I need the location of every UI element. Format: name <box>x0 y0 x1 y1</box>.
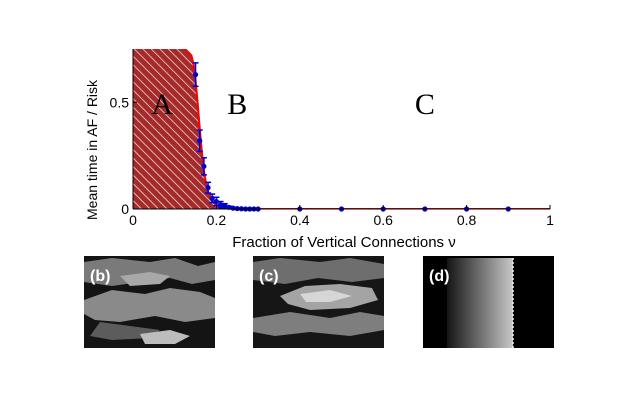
panel-b-label: (b) <box>90 268 110 285</box>
x-tick-label: 0 <box>129 212 137 228</box>
data-point <box>197 138 203 144</box>
y-axis-label-clip: Mean time in AF / Risk <box>84 79 100 220</box>
panel-d: (d) <box>423 256 554 348</box>
x-tick-label: 0.6 <box>373 212 393 228</box>
data-point <box>201 163 207 169</box>
x-tick-label: 0.8 <box>457 212 477 228</box>
region-label-a: A <box>151 88 173 121</box>
y-axis-label: Mean time in AF / Risk <box>84 79 100 220</box>
data-point <box>222 203 228 209</box>
region-label-c: C <box>415 88 435 121</box>
x-tick-label: 0.4 <box>290 212 310 228</box>
y-tick-label: 0.5 <box>110 94 130 110</box>
x-tick-label: 0.2 <box>207 212 227 228</box>
theory-curve <box>183 49 550 209</box>
data-point <box>192 72 199 78</box>
region-label-b: B <box>227 88 247 121</box>
data-point <box>213 198 219 205</box>
panel-c: (c) <box>253 256 384 348</box>
panel-b: (b) <box>84 256 215 348</box>
panel-c-label: (c) <box>259 268 279 285</box>
y-ticks: 00.5 <box>110 94 137 217</box>
data-point <box>205 185 211 191</box>
data-point <box>217 202 224 208</box>
region-a-shading <box>133 49 550 209</box>
y-tick-label: 0 <box>121 201 129 217</box>
data-point <box>209 195 215 201</box>
panel-d-label: (d) <box>429 268 449 285</box>
x-ticks: 0 0.2 0.4 0.6 0.8 1 <box>129 205 554 228</box>
region-annotations: A B C <box>151 88 435 121</box>
x-axis-label: Fraction of Vertical Connections ν <box>232 234 455 251</box>
x-tick-label: 1 <box>546 212 554 228</box>
